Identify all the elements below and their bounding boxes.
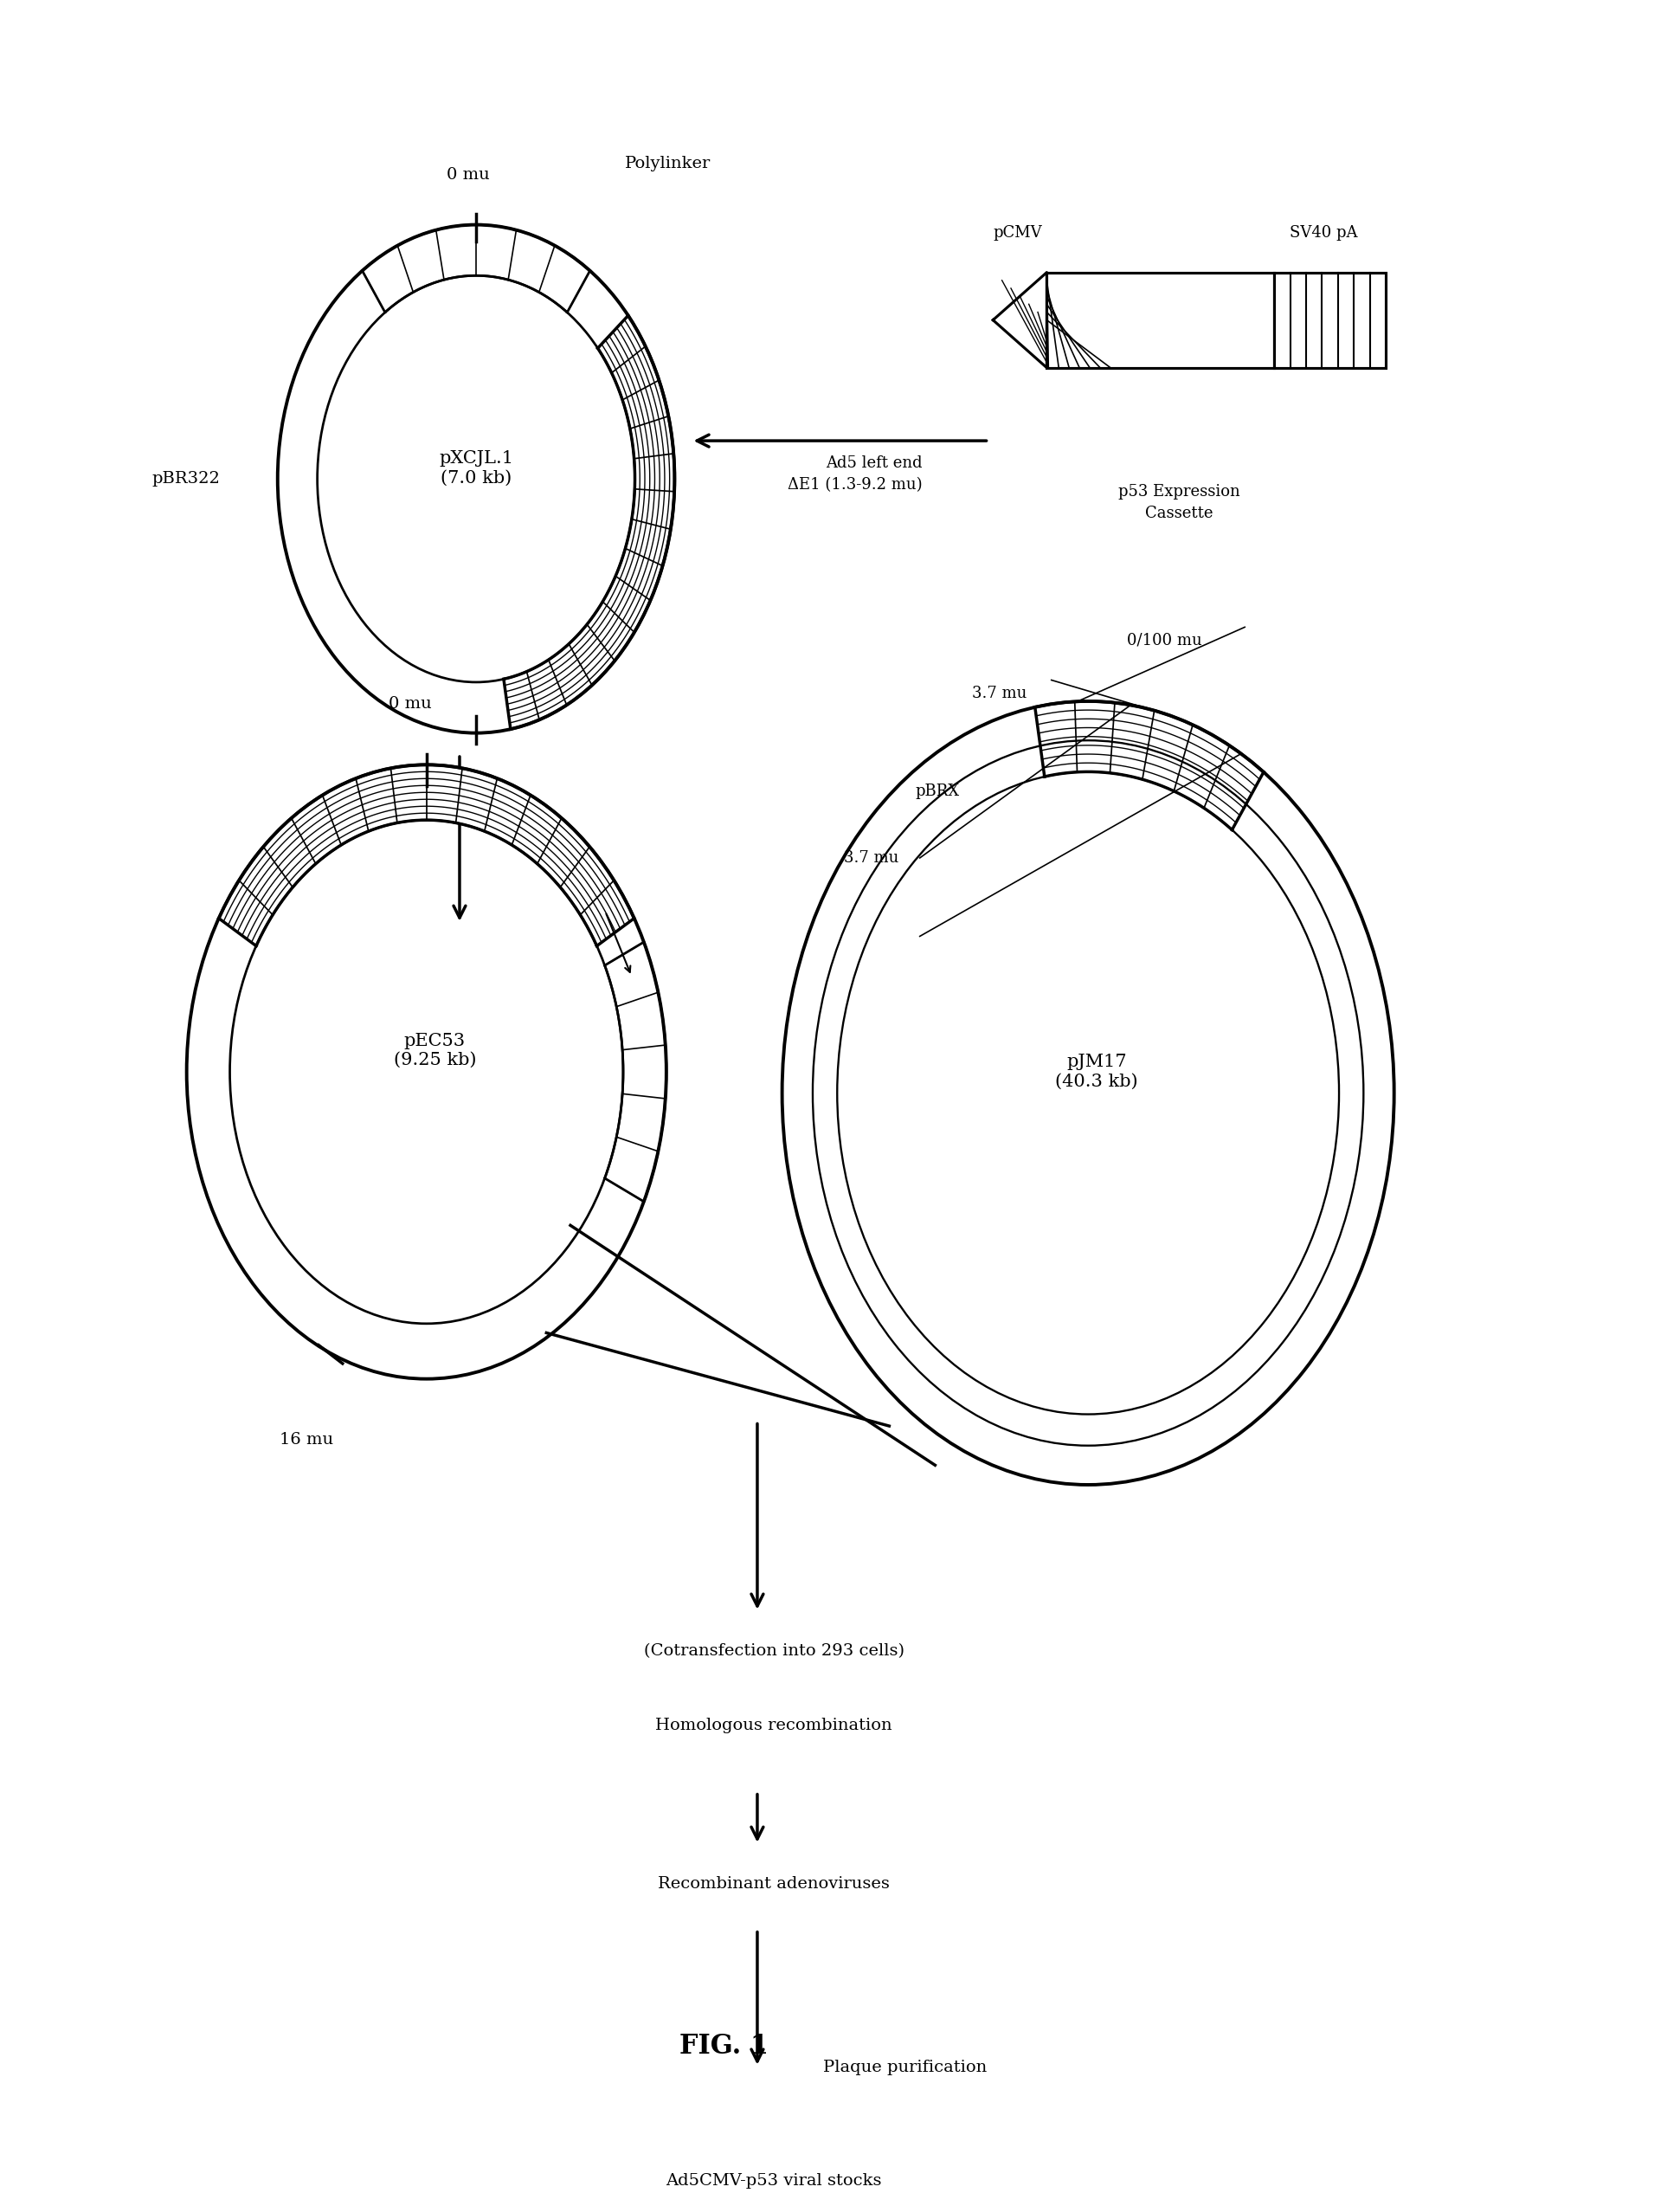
Text: pEC53
(9.25 kb): pEC53 (9.25 kb) xyxy=(393,1033,475,1068)
Text: Ad5CMV-p53 viral stocks: Ad5CMV-p53 viral stocks xyxy=(665,2173,882,2189)
Text: pBRX: pBRX xyxy=(916,783,959,798)
Text: pXCJL.1
(7.0 kb): pXCJL.1 (7.0 kb) xyxy=(438,450,514,487)
Text: pCMV: pCMV xyxy=(993,226,1042,241)
Text: Plaque purification: Plaque purification xyxy=(823,2059,988,2075)
Text: FIG. 1: FIG. 1 xyxy=(680,2033,769,2059)
Text: 3.7 mu: 3.7 mu xyxy=(973,686,1026,702)
Text: Homologous recombination: Homologous recombination xyxy=(655,1717,892,1732)
Text: 0/100 mu: 0/100 mu xyxy=(1127,634,1203,649)
Text: pJM17
(40.3 kb): pJM17 (40.3 kb) xyxy=(1055,1055,1137,1090)
Text: pBR322: pBR322 xyxy=(151,471,220,487)
Text: (Cotransfection into 293 cells): (Cotransfection into 293 cells) xyxy=(643,1643,904,1660)
Bar xyxy=(1273,272,1386,368)
Polygon shape xyxy=(993,272,1047,368)
Text: p53 Expression
Cassette: p53 Expression Cassette xyxy=(1119,485,1240,522)
Text: 16 mu: 16 mu xyxy=(433,776,487,792)
Polygon shape xyxy=(605,943,667,1202)
Bar xyxy=(1047,272,1273,368)
Polygon shape xyxy=(1035,702,1263,829)
Text: Recombinant adenoviruses: Recombinant adenoviruses xyxy=(659,1877,890,1893)
Polygon shape xyxy=(218,765,633,945)
Text: 0 mu: 0 mu xyxy=(447,167,489,182)
Text: 0 mu: 0 mu xyxy=(388,695,432,713)
Polygon shape xyxy=(363,224,590,311)
Polygon shape xyxy=(504,316,675,728)
Text: 16 mu: 16 mu xyxy=(279,1432,333,1447)
Text: Ad5 left end
ΔE1 (1.3-9.2 mu): Ad5 left end ΔE1 (1.3-9.2 mu) xyxy=(788,456,922,493)
Text: SV40 pA: SV40 pA xyxy=(1290,226,1357,241)
Text: Polylinker: Polylinker xyxy=(625,156,711,171)
Text: 3.7 mu: 3.7 mu xyxy=(843,851,899,866)
